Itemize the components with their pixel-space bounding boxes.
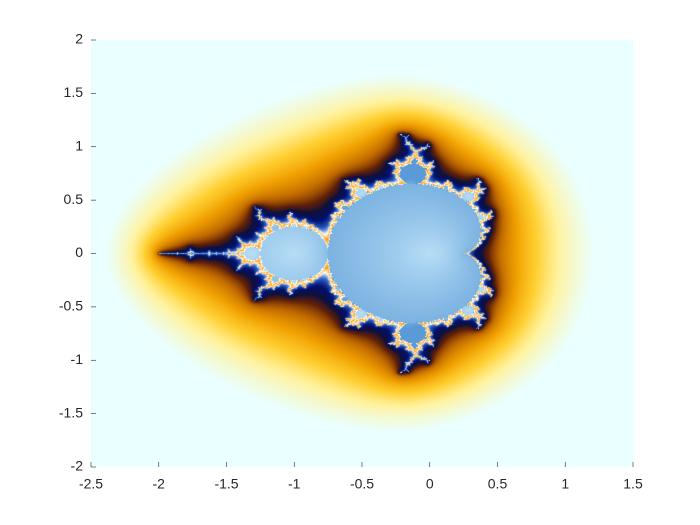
y-tick-label: 1.5 [64,84,84,100]
y-tick-label: 0.5 [64,191,84,207]
x-tick-label: -1.5 [214,476,238,492]
y-tick-label: -2 [71,458,84,474]
y-tick-label: 2 [75,31,83,47]
x-tick-label: -1 [288,476,301,492]
x-tick-label: -0.5 [350,476,374,492]
x-tick-label: -2 [153,476,166,492]
y-tick-label: -0.5 [59,298,83,314]
x-tick-label: 0 [426,476,434,492]
y-tick-label: -1 [71,351,84,367]
y-tick-label: 1 [75,137,83,153]
y-tick-label: -1.5 [59,404,83,420]
x-tick-label: 0.5 [488,476,508,492]
y-tick-label: 0 [75,244,83,260]
x-tick-label: 1 [561,476,569,492]
x-tick-label: -2.5 [79,476,103,492]
fractal-image [91,40,633,467]
x-tick-label: 1.5 [623,476,643,492]
